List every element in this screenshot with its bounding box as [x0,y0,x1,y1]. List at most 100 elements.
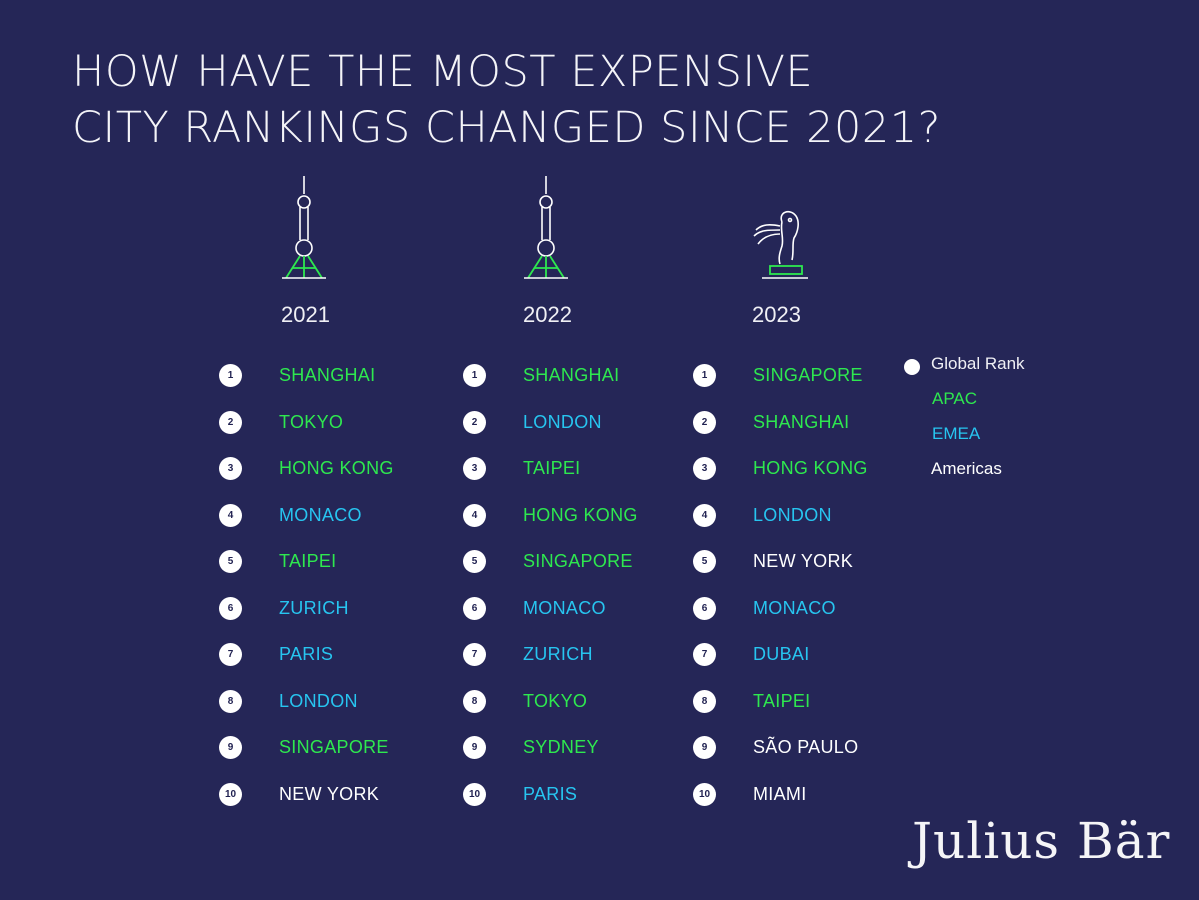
year-label-2023: 2023 [752,302,801,327]
rank-badge: 8 [693,689,716,713]
ranking-row: 1 SHANGHAI [219,361,459,391]
city-name: TAIPEI [523,458,581,478]
rank-badge: 3 [463,457,486,480]
ranking-row: 9 SYDNEY [463,733,703,763]
city-name: SÃO PAULO [753,737,859,757]
tv-tower-icon [524,176,568,279]
city-name: SINGAPORE [279,737,389,757]
ranking-row: 5 SINGAPORE [463,547,703,577]
city-name: SHANGHAI [753,411,850,432]
ranking-row: 4 HONG KONG [463,501,703,531]
rank-badge: 1 [219,364,242,387]
tv-tower-icon [282,176,326,279]
city-name: SHANGHAI [279,365,376,385]
rank-badge: 9 [463,736,486,759]
city-name: HONG KONG [279,458,394,478]
rank-badge: 3 [219,457,242,480]
ranking-row: 8 LONDON [219,687,459,717]
ranking-row: 7 ZURICH [463,640,703,670]
title-line-2: CITY RANKINGS CHANGED SINCE 2021? [72,103,941,153]
ranking-row: 4 LONDON [693,501,933,531]
rank-badge: 4 [463,503,486,527]
ranking-row: 1 SHANGHAI [463,361,703,391]
ranking-row: 2 TOKYO [219,408,459,438]
ranking-row: 6 ZURICH [219,594,459,624]
city-name: TAIPEI [753,690,811,711]
rank-badge: 4 [693,503,716,527]
city-name: ZURICH [279,597,349,618]
rank-badge: 10 [463,782,486,806]
rank-badge: 4 [219,503,242,527]
ranking-row: 2 SHANGHAI [693,408,933,438]
ranking-row: 9 SÃO PAULO [693,733,933,763]
legend-americas: Americas [931,459,1002,478]
city-name: SINGAPORE [753,365,863,385]
city-name: TOKYO [279,411,344,432]
city-name: HONG KONG [753,458,868,478]
rank-badge: 9 [693,736,716,759]
city-name: SYDNEY [523,737,599,757]
rank-badge: 3 [693,457,716,480]
ranking-row: 8 TAIPEI [693,687,933,717]
ranking-row: 6 MONACO [463,594,703,624]
rank-badge: 10 [219,782,242,806]
ranking-row: 6 MONACO [693,594,933,624]
rank-badge: 1 [693,364,716,387]
ranking-row: 4 MONACO [219,501,459,531]
city-name: MONACO [523,597,606,618]
rank-badge: 2 [693,410,716,434]
city-name: SINGAPORE [523,551,633,571]
ranking-row: 9 SINGAPORE [219,733,459,763]
ranking-row: 10 NEW YORK [219,780,459,810]
city-name: PARIS [279,644,334,664]
rank-badge: 7 [463,643,486,666]
city-name: LONDON [523,411,602,432]
title-line-1: HOW HAVE THE MOST EXPENSIVE [72,47,814,97]
rank-badge: 8 [463,689,486,713]
city-name: HONG KONG [523,504,638,525]
rank-badge: 8 [219,689,242,713]
rank-badge: 5 [463,550,486,573]
rank-badge: 6 [463,596,486,620]
ranking-row: 10 MIAMI [693,780,933,810]
rank-badge: 7 [219,643,242,666]
rank-badge: 10 [693,782,716,806]
city-name: TAIPEI [279,551,337,571]
city-name: LONDON [279,690,358,711]
city-name: PARIS [523,783,578,804]
ranking-row: 5 NEW YORK [693,547,933,577]
rank-badge: 2 [219,410,242,434]
city-name: DUBAI [753,644,810,664]
city-name: ZURICH [523,644,593,664]
rank-badge: 2 [463,410,486,434]
rank-badge: 9 [219,736,242,759]
ranking-row: 2 LONDON [463,408,703,438]
city-name: MONACO [753,597,836,618]
ranking-row: 10 PARIS [463,780,703,810]
ranking-row: 8 TOKYO [463,687,703,717]
ranking-row: 1 SINGAPORE [693,361,933,391]
year-label-2022: 2022 [523,302,572,327]
city-name: NEW YORK [753,551,854,571]
julius-baer-logo: Julius Bär [912,812,1171,870]
global-rank-dot-icon [904,359,920,375]
page-title: HOW HAVE THE MOST EXPENSIVE CITY RANKING… [72,44,972,156]
city-name: SHANGHAI [523,365,620,385]
city-name: MIAMI [753,783,807,804]
rank-badge: 7 [693,643,716,666]
rank-badge: 6 [693,596,716,620]
ranking-row: 3 TAIPEI [463,454,703,484]
ranking-row: 3 HONG KONG [219,454,459,484]
rank-badge: 1 [463,364,486,387]
merlion-icon [753,210,808,279]
legend-emea: EMEA [932,424,981,443]
city-name: NEW YORK [279,783,380,804]
rank-badge: 5 [693,550,716,573]
rank-badge: 6 [219,596,242,620]
ranking-row: 5 TAIPEI [219,547,459,577]
ranking-row: 7 PARIS [219,640,459,670]
legend-global-rank-label: Global Rank [931,354,1025,373]
rank-badge: 5 [219,550,242,573]
ranking-row: 3 HONG KONG [693,454,933,484]
city-name: TOKYO [523,690,588,711]
